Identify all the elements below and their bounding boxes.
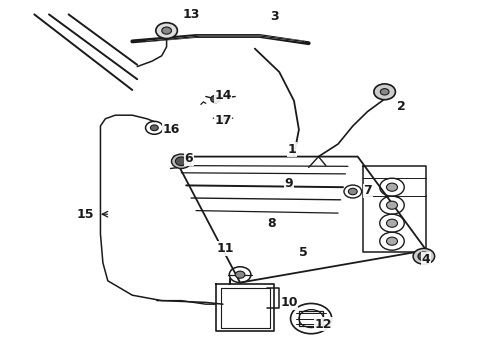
Text: 14: 14 (214, 89, 232, 102)
Text: 9: 9 (285, 177, 294, 190)
Circle shape (211, 95, 220, 103)
Text: 13: 13 (182, 8, 200, 21)
Text: 5: 5 (299, 246, 308, 258)
Circle shape (380, 89, 389, 95)
Text: 15: 15 (77, 208, 95, 221)
Circle shape (374, 84, 395, 100)
Circle shape (162, 27, 172, 34)
Circle shape (235, 271, 245, 278)
Circle shape (387, 201, 397, 209)
Text: 12: 12 (315, 318, 332, 330)
Text: 1: 1 (287, 143, 296, 156)
Circle shape (413, 248, 435, 264)
Circle shape (156, 23, 177, 39)
Text: 17: 17 (214, 114, 232, 127)
Circle shape (150, 125, 158, 131)
Circle shape (219, 117, 227, 124)
Text: 16: 16 (163, 123, 180, 136)
Circle shape (387, 219, 397, 227)
Text: 2: 2 (397, 100, 406, 113)
Text: 3: 3 (270, 10, 279, 23)
Circle shape (172, 154, 191, 168)
Text: 7: 7 (363, 184, 372, 197)
Circle shape (175, 157, 187, 166)
Text: 4: 4 (422, 253, 431, 266)
Text: 6: 6 (184, 152, 193, 165)
Circle shape (418, 252, 430, 261)
Circle shape (387, 183, 397, 191)
Text: 11: 11 (217, 242, 234, 255)
Circle shape (387, 237, 397, 245)
Text: 10: 10 (280, 296, 298, 309)
Circle shape (348, 188, 357, 195)
Text: 8: 8 (268, 217, 276, 230)
